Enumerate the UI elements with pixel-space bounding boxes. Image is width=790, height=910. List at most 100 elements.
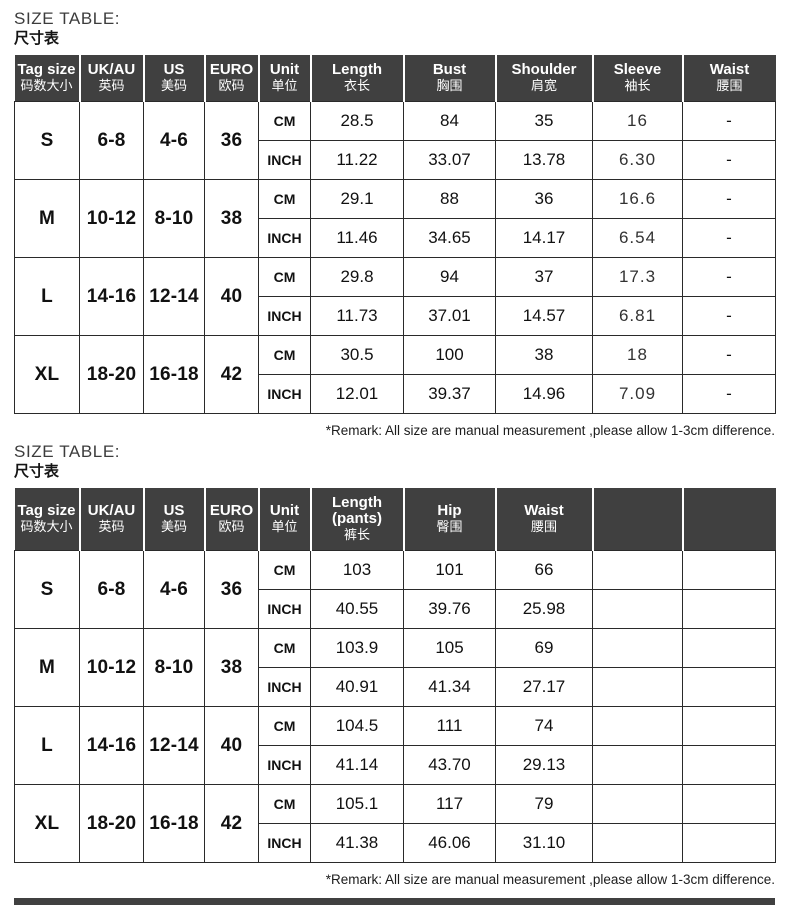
tag-size-cell: L bbox=[14, 257, 80, 336]
section-title-chinese: 尺寸表 bbox=[14, 463, 60, 480]
size-row-M-cm: M 10-12 8-10 38 CM 29.1 88 36 16.6- bbox=[14, 179, 776, 258]
measurement-cell: 38 bbox=[495, 335, 593, 375]
tag-size-cell: S bbox=[14, 550, 80, 629]
measurement-cell: - bbox=[682, 140, 776, 180]
column-header-cn: 美码 bbox=[160, 519, 187, 534]
column-header-uk-au: UK/AU 英码 bbox=[79, 55, 145, 102]
column-header-en: Unit bbox=[269, 502, 300, 519]
us-cell: 16-18 bbox=[143, 335, 205, 414]
pants-size-table: Tag size 码数大小 UK/AU 英码 US 美码 EURO 欧码 Unit 单位 Lengt… bbox=[14, 488, 776, 863]
unit-label: CM bbox=[258, 335, 311, 375]
size-row-M-inch: INCH 40.91 41.34 27.17 bbox=[15, 667, 776, 707]
measurement-cell bbox=[682, 589, 776, 629]
measurement-cell bbox=[592, 667, 683, 707]
measurement-cell bbox=[592, 550, 683, 590]
column-header-unit: Unit 单位 bbox=[258, 55, 312, 102]
column-header-en: US bbox=[163, 61, 185, 78]
measurement-cell: 28.5 bbox=[310, 101, 404, 141]
measurement-cell: 29.1 bbox=[310, 179, 404, 219]
euro-cell: 40 bbox=[204, 257, 259, 336]
measurement-cell: 101 bbox=[403, 550, 496, 590]
column-header-en: EURO bbox=[209, 61, 254, 78]
measurement-cell bbox=[682, 706, 776, 746]
measurement-cell: 74 bbox=[495, 706, 593, 746]
measurement-cell: 39.37 bbox=[403, 374, 496, 414]
column-header-cn: 腰围 bbox=[530, 519, 557, 534]
column-header-sleeve: Sleeve 袖长 bbox=[592, 55, 684, 102]
measurement-cell: 36 bbox=[495, 179, 593, 219]
uk-au-cell: 14-16 bbox=[79, 257, 144, 336]
column-header-cn: 欧码 bbox=[218, 519, 245, 534]
us-cell: 12-14 bbox=[143, 706, 205, 785]
column-header-en: Hip bbox=[437, 502, 462, 519]
column-header-length-pants: Length (pants) 裤长 bbox=[310, 488, 405, 551]
remark-note: *Remark: All size are manual measurement… bbox=[325, 423, 775, 438]
measurement-cell: 14.17 bbox=[495, 218, 593, 258]
measurement-cell: 104.5 bbox=[310, 706, 404, 746]
section-title: SIZE TABLE: bbox=[14, 9, 121, 28]
measurement-cell bbox=[682, 667, 776, 707]
measurement-cell: - bbox=[682, 296, 776, 336]
measurement-cell bbox=[592, 589, 683, 629]
measurement-cell: 105.1 bbox=[310, 784, 404, 824]
size-row-S-inch: INCH 11.22 33.07 13.78 6.30- bbox=[15, 140, 776, 180]
measurement-cell: 37.01 bbox=[403, 296, 496, 336]
column-header-cn: 裤长 bbox=[343, 527, 370, 542]
measurement-cell: 103.9 bbox=[310, 628, 404, 668]
unit-label: CM bbox=[258, 257, 311, 297]
unit-label: CM bbox=[258, 784, 311, 824]
measurement-cell: 39.76 bbox=[403, 589, 496, 629]
measurement-cell: 79 bbox=[495, 784, 593, 824]
column-header-euro: EURO 欧码 bbox=[204, 55, 260, 102]
column-header-en: UK/AU bbox=[87, 502, 136, 519]
size-row-L-inch: INCH 11.73 37.01 14.57 6.81- bbox=[15, 296, 776, 336]
measurement-cell: - bbox=[682, 374, 776, 414]
measurement-cell bbox=[682, 628, 776, 668]
column-header-euro: EURO 欧码 bbox=[204, 488, 260, 551]
column-header-cn: 肩宽 bbox=[530, 78, 557, 93]
tag-size-cell: M bbox=[14, 628, 80, 707]
measurement-cell: 40.55 bbox=[310, 589, 404, 629]
euro-cell: 42 bbox=[204, 784, 259, 863]
measurement-cell: 29.13 bbox=[495, 745, 593, 785]
size-table-section-garment: SIZE TABLE: 尺寸表 Tag size 码数大小 UK/AU 英码 US 美码 E… bbox=[14, 8, 776, 438]
section-title: SIZE TABLE: bbox=[14, 442, 121, 461]
measurement-cell bbox=[682, 745, 776, 785]
column-header-unit: Unit 单位 bbox=[258, 488, 312, 551]
measurement-cell: 105 bbox=[403, 628, 496, 668]
measurement-cell bbox=[592, 706, 683, 746]
measurement-cell: 6.81 bbox=[592, 296, 683, 336]
column-header-cn: 袖长 bbox=[624, 78, 651, 93]
column-header-en: Bust bbox=[432, 61, 467, 78]
next-table-header-cutoff bbox=[14, 898, 775, 905]
column-header-uk-au: UK/AU 英码 bbox=[79, 488, 145, 551]
euro-cell: 36 bbox=[204, 101, 259, 180]
uk-au-cell: 18-20 bbox=[79, 335, 144, 414]
uk-au-cell: 6-8 bbox=[79, 550, 144, 629]
size-row-XL-cm: XL 18-20 16-18 42 CM 105.1 117 79 bbox=[14, 784, 776, 863]
measurement-cell: - bbox=[682, 257, 776, 297]
unit-label: INCH bbox=[258, 296, 311, 336]
column-header-en: Waist bbox=[524, 502, 564, 519]
column-header-en: Waist bbox=[709, 61, 750, 78]
measurement-cell: 33.07 bbox=[403, 140, 496, 180]
unit-label: INCH bbox=[258, 823, 311, 863]
size-row-XL-inch: INCH 41.38 46.06 31.10 bbox=[15, 823, 776, 863]
measurement-cell: 18 bbox=[592, 335, 683, 375]
size-row-L-cm: L 14-16 12-14 40 CM 104.5 111 74 bbox=[14, 706, 776, 785]
column-header-en: Sleeve bbox=[613, 61, 662, 78]
measurement-cell: 46.06 bbox=[403, 823, 496, 863]
measurement-cell: 31.10 bbox=[495, 823, 593, 863]
us-cell: 4-6 bbox=[143, 550, 205, 629]
unit-label: CM bbox=[258, 706, 311, 746]
tag-size-cell: M bbox=[14, 179, 80, 258]
measurement-cell: - bbox=[682, 179, 776, 219]
size-row-L-inch: INCH 41.14 43.70 29.13 bbox=[15, 745, 776, 785]
measurement-cell: 6.54 bbox=[592, 218, 683, 258]
column-header-en: Length bbox=[332, 61, 382, 78]
measurement-cell: 84 bbox=[403, 101, 496, 141]
measurement-cell: 35 bbox=[495, 101, 593, 141]
measurement-cell: 14.57 bbox=[495, 296, 593, 336]
measurement-cell: 40.91 bbox=[310, 667, 404, 707]
measurement-cell: 41.38 bbox=[310, 823, 404, 863]
